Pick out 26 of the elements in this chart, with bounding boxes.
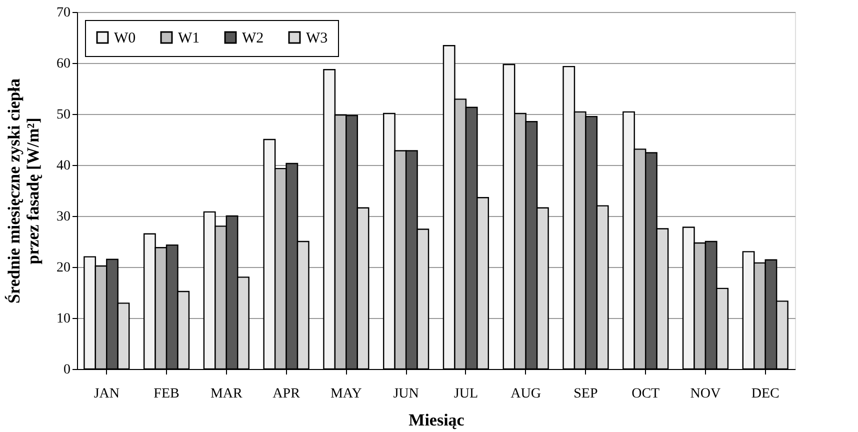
x-tick-label: JAN — [94, 386, 120, 402]
y-tick-label: 40 — [56, 158, 70, 174]
x-tick-label: JUL — [454, 386, 478, 402]
y-tick-label: 60 — [56, 56, 70, 72]
y-tick-label: 30 — [56, 210, 70, 224]
y-tick-label: 10 — [56, 312, 70, 326]
y-tick-label: 50 — [56, 108, 70, 122]
y-tick-label: 20 — [56, 260, 70, 276]
legend-label: W3 — [306, 30, 328, 47]
legend-label: W1 — [178, 30, 200, 47]
x-tick-label: FEB — [154, 386, 180, 402]
y-tick-label: 0 — [64, 362, 70, 378]
y-tick-label: 70 — [56, 6, 70, 20]
x-tick-label: OCT — [632, 386, 660, 402]
x-tick-label: APR — [272, 386, 301, 402]
x-tick-label: MAR — [210, 386, 244, 402]
y-axis-title: Średnie miesięczne zyski ciepła przez fasadę [W/m²] — [4, 78, 42, 304]
x-tick-label: MAY — [330, 386, 362, 402]
x-tick-label: JUN — [393, 386, 419, 402]
legend-label: W0 — [114, 30, 136, 47]
x-tick-label: DEC — [751, 386, 780, 402]
x-tick-label: AUG — [510, 386, 541, 402]
x-axis-title: Miesiąc — [408, 410, 465, 430]
legend-label: W2 — [242, 30, 264, 47]
x-tick-label: SEP — [574, 386, 598, 402]
x-tick-label: NOV — [690, 386, 721, 402]
